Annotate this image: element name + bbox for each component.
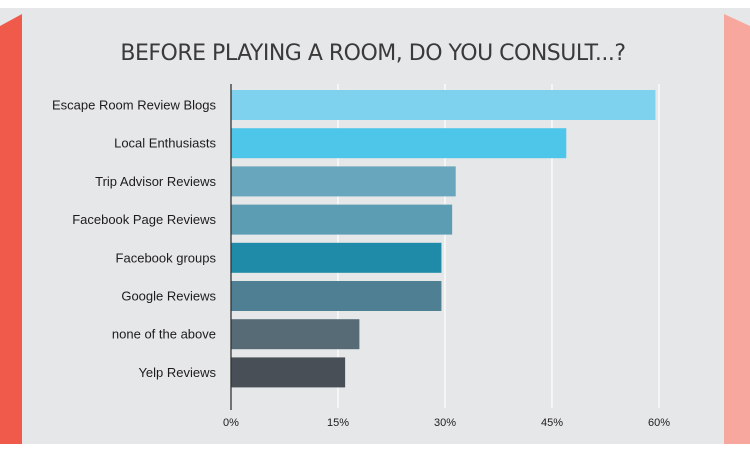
category-label: Local Enthusiasts: [114, 136, 216, 151]
bar-none-of-the-above: [231, 319, 360, 350]
bar-facebook-page-reviews: [231, 204, 453, 235]
bar-trip-advisor-reviews: [231, 166, 456, 197]
category-label: Escape Room Review Blogs: [52, 98, 217, 113]
bar-chart: BEFORE PLAYING A ROOM, DO YOU CONSULT...…: [0, 8, 750, 444]
bar-facebook-groups: [231, 242, 442, 273]
bar-yelp-reviews: [231, 357, 346, 388]
x-tick-label: 45%: [541, 417, 563, 429]
x-tick-label: 30%: [434, 417, 456, 429]
right-accent-stripe: [724, 14, 750, 444]
x-tick-label: 60%: [648, 417, 670, 429]
bar-local-enthusiasts: [231, 128, 567, 159]
left-accent-stripe: [0, 14, 22, 444]
x-tick-label: 0%: [223, 417, 239, 429]
category-label: Google Reviews: [121, 289, 216, 304]
category-label: Trip Advisor Reviews: [95, 174, 216, 189]
category-label: none of the above: [112, 327, 216, 342]
bars: [231, 90, 656, 388]
x-tick-label: 15%: [327, 417, 349, 429]
category-labels: Escape Room Review Blogs Local Enthusiast…: [52, 98, 217, 380]
chart-panel: BEFORE PLAYING A ROOM, DO YOU CONSULT...…: [0, 8, 750, 444]
category-label: Yelp Reviews: [138, 365, 216, 380]
category-label: Facebook groups: [116, 250, 217, 265]
bar-google-reviews: [231, 281, 442, 311]
bar-escape-room-review-blogs: [231, 90, 656, 120]
chart-title: BEFORE PLAYING A ROOM, DO YOU CONSULT...…: [120, 41, 625, 66]
x-axis-ticks: 0% 15% 30% 45% 60%: [223, 417, 670, 429]
category-label: Facebook Page Reviews: [72, 212, 216, 227]
